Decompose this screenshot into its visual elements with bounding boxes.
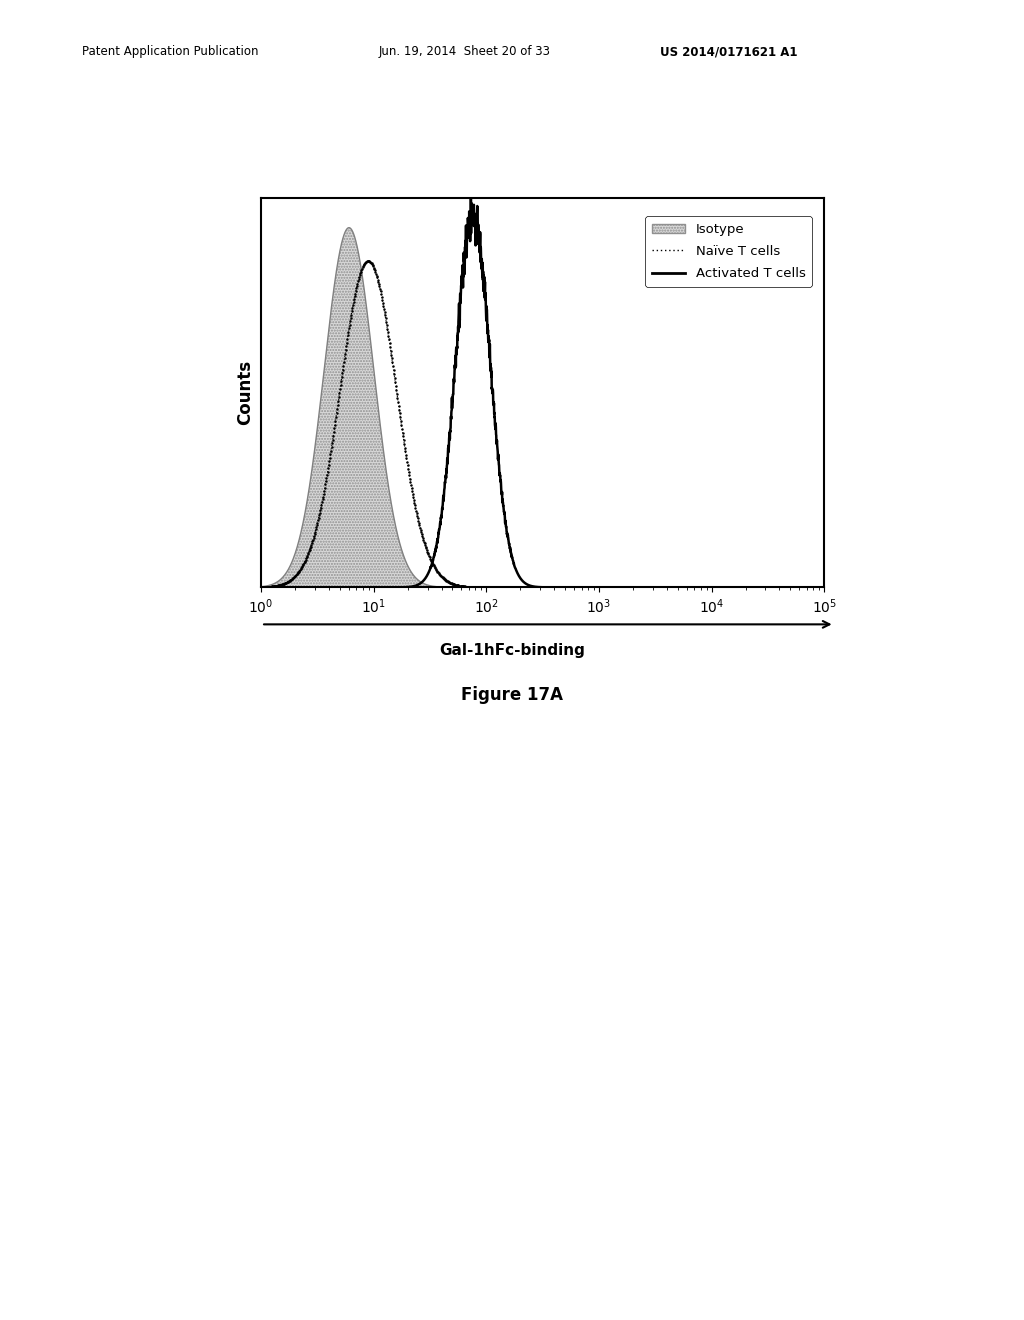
Text: US 2014/0171621 A1: US 2014/0171621 A1 <box>660 45 798 58</box>
Y-axis label: Counts: Counts <box>237 360 254 425</box>
Text: Patent Application Publication: Patent Application Publication <box>82 45 258 58</box>
Legend: Isotype, Naïve T cells, Activated T cells: Isotype, Naïve T cells, Activated T cell… <box>645 216 812 286</box>
Text: Jun. 19, 2014  Sheet 20 of 33: Jun. 19, 2014 Sheet 20 of 33 <box>379 45 551 58</box>
Text: Figure 17A: Figure 17A <box>461 686 563 705</box>
Text: Gal-1hFc-binding: Gal-1hFc-binding <box>439 643 585 657</box>
